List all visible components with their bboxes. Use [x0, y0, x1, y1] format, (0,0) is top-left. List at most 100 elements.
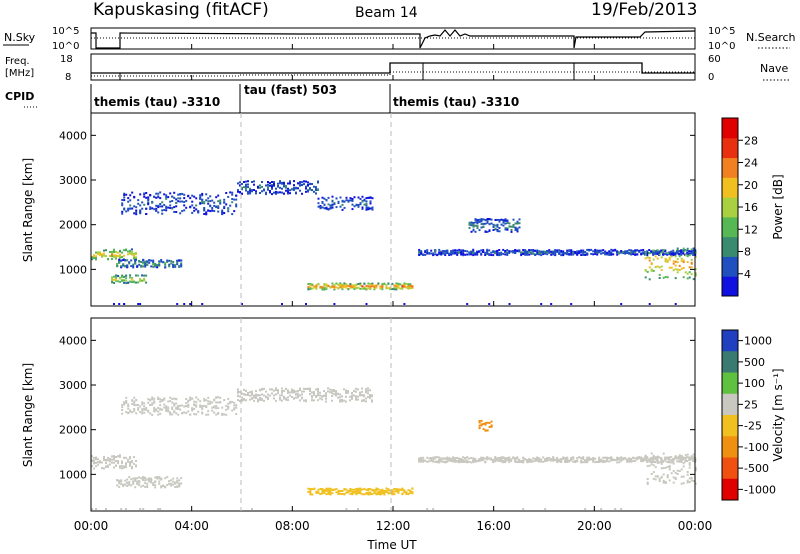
velocity-cell	[498, 457, 501, 459]
velocity-cell	[130, 478, 133, 481]
power-cell	[91, 256, 93, 259]
power-cell	[311, 283, 314, 286]
velocity-cell	[530, 460, 533, 463]
velocity-cell	[676, 473, 679, 475]
power-cell	[127, 281, 130, 284]
power-cell	[604, 253, 607, 256]
power-cell	[660, 249, 663, 252]
power-cell	[147, 203, 150, 206]
velocity-cell	[652, 454, 655, 457]
power-cell	[119, 255, 121, 258]
velocity-cell	[245, 399, 247, 402]
velocity-cell	[263, 387, 265, 390]
power-cell	[676, 268, 679, 271]
power-cell	[329, 204, 332, 207]
power-cell	[664, 276, 667, 278]
velocity-cell	[153, 400, 156, 403]
power-cell	[132, 265, 135, 268]
velocity-cell	[265, 395, 267, 398]
velocity-cell	[464, 460, 467, 463]
velocity-y-axis-label: Slant Range [km]	[21, 363, 35, 467]
velocity-colorbar-band	[722, 436, 738, 458]
velocity-cell	[321, 398, 323, 401]
velocity-cell	[221, 413, 224, 416]
power-cell	[223, 212, 226, 214]
power-cell	[135, 209, 138, 212]
power-cell	[273, 191, 275, 194]
power-cell	[642, 252, 645, 255]
power-cell	[169, 192, 172, 195]
power-cell	[164, 266, 167, 269]
power-cell	[552, 253, 555, 256]
velocity-cell	[327, 387, 329, 390]
power-cell	[692, 254, 695, 256]
power-cell	[490, 218, 493, 221]
power-cell	[261, 190, 263, 193]
velocity-cell	[616, 456, 619, 459]
velocity-cell	[321, 490, 324, 493]
power-cell	[694, 272, 697, 275]
power-cell	[550, 253, 553, 256]
power-cell	[299, 181, 301, 184]
power-y-tick-label: 3000	[59, 174, 87, 187]
power-cell	[560, 250, 563, 252]
x-tick-label: 04:00	[174, 519, 209, 533]
velocity-cell	[542, 460, 545, 463]
power-cell	[146, 263, 149, 266]
power-cell	[195, 204, 198, 207]
power-cell	[472, 250, 475, 253]
velocity-cell	[652, 464, 655, 467]
power-cell	[458, 251, 461, 253]
velocity-cell	[313, 399, 315, 402]
power-cell	[688, 253, 691, 256]
power-cell	[686, 277, 689, 280]
velocity-cell	[261, 387, 263, 390]
power-cell	[219, 201, 222, 204]
velocity-cell	[287, 399, 289, 402]
velocity-cell	[327, 487, 330, 490]
power-cell	[209, 200, 212, 203]
velocity-cell	[339, 396, 341, 399]
power-cell	[536, 251, 539, 254]
power-cell	[155, 192, 158, 195]
power-cell	[267, 188, 269, 191]
velocity-cell	[536, 456, 539, 459]
power-cell	[317, 189, 319, 191]
power-ground-cell	[403, 303, 406, 305]
power-cell	[506, 222, 509, 224]
velocity-cell	[169, 400, 172, 403]
velocity-cell	[488, 457, 491, 460]
power-cell	[152, 265, 155, 268]
power-cell	[652, 258, 655, 261]
velocity-cell	[253, 399, 255, 402]
velocity-cell	[233, 408, 236, 411]
velocity-cell	[586, 456, 589, 459]
velocity-cell	[273, 397, 275, 400]
power-cell	[596, 253, 599, 256]
velocity-cell	[113, 458, 115, 461]
power-cell	[245, 187, 247, 190]
power-cell	[134, 260, 137, 263]
power-cell	[650, 263, 653, 266]
power-cell	[179, 197, 182, 200]
velocity-cell	[514, 457, 517, 460]
power-cell	[351, 284, 354, 287]
velocity-cell	[630, 457, 633, 460]
power-cell	[359, 202, 362, 205]
power-cell	[154, 263, 157, 265]
velocity-cell	[448, 458, 451, 461]
power-colorbar-tick-label: 4	[744, 268, 751, 281]
velocity-cell	[458, 459, 461, 462]
power-cell	[152, 259, 155, 262]
power-cell	[365, 204, 368, 207]
velocity-cell	[117, 462, 119, 465]
velocity-cell	[678, 454, 681, 457]
power-colorbar-band	[722, 216, 738, 238]
velocity-cell	[323, 491, 326, 494]
power-cell	[341, 208, 344, 211]
velocity-cell	[178, 484, 181, 487]
power-ground-cell	[241, 303, 243, 305]
velocity-cell	[377, 490, 380, 493]
